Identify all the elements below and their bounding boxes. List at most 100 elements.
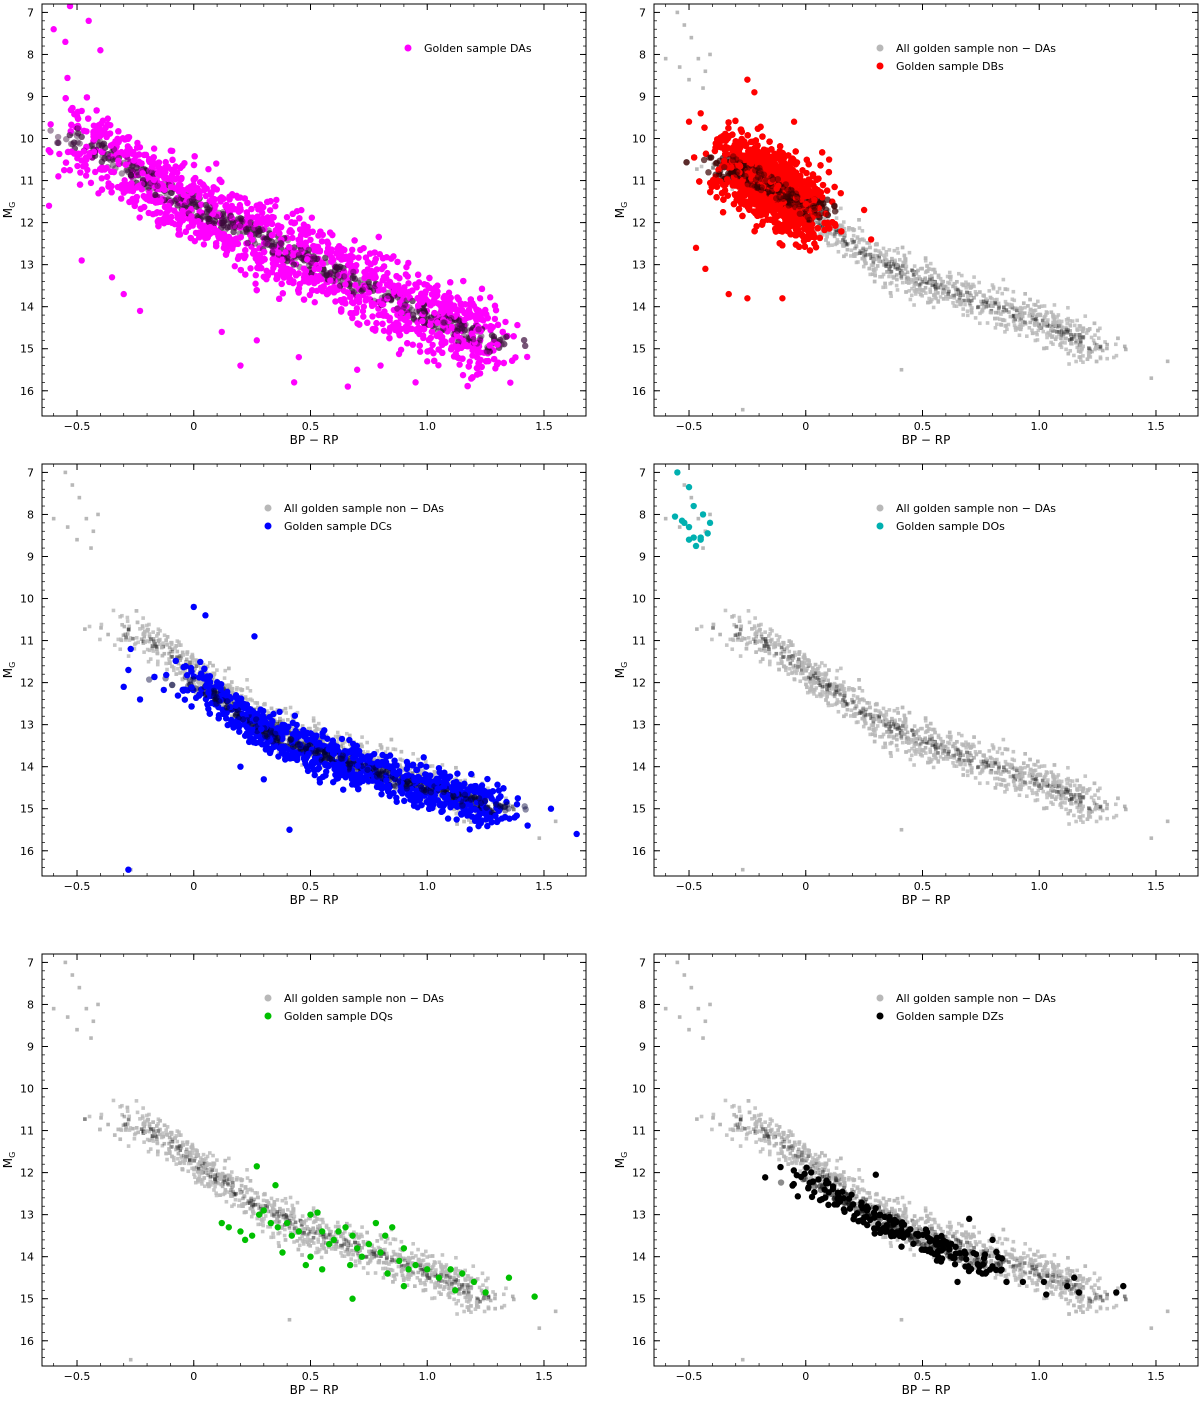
data-point [965,290,969,295]
data-point [995,322,999,327]
data-point [296,215,303,222]
data-point [97,47,104,54]
data-point [1076,338,1081,343]
data-point [862,258,867,262]
data-point [478,285,486,293]
data-point [868,252,873,257]
y-tick-label: 16 [20,385,34,398]
data-point [884,253,889,257]
data-point [298,248,305,256]
data-point [514,321,521,329]
data-point [346,260,354,267]
data-point [1027,325,1032,330]
data-point [263,267,270,275]
data-point [290,261,297,268]
data-point [1011,314,1016,318]
data-point [928,277,932,282]
data-point [1019,311,1024,315]
data-point [218,219,225,227]
data-point [154,182,161,190]
data-point [133,144,141,151]
data-point [307,236,314,244]
data-point [978,321,982,326]
data-point [226,223,234,230]
data-point [923,276,928,281]
data-point [486,294,494,301]
data-point [350,299,357,307]
data-point [1002,305,1006,310]
data-point [337,297,344,304]
data-point [952,293,957,298]
data-point [1008,314,1013,319]
data-point [900,271,905,275]
data-point [331,263,339,270]
data-point [333,271,340,278]
data-point [841,238,845,242]
data-point [999,323,1004,327]
data-point [168,219,176,226]
data-point [1058,323,1063,328]
data-point [888,281,892,286]
data-point [205,206,213,213]
data-point [277,236,285,243]
data-point [371,259,378,266]
data-point [326,272,333,279]
data-point [936,299,941,303]
data-point [955,287,960,292]
data-point [273,257,281,264]
data-point [145,184,152,191]
data-point [108,168,115,175]
y-tick-label: 8 [27,48,34,61]
data-point [945,274,950,279]
data-point [63,135,70,143]
data-point [219,210,227,218]
data-point [884,258,889,263]
data-point [268,242,276,250]
data-point [976,304,981,309]
data-point [204,204,211,211]
data-point [1080,335,1085,340]
data-point [976,305,980,310]
data-point [179,162,186,169]
data-point [969,308,974,312]
data-point [1000,291,1005,296]
data-point [190,176,197,183]
data-point [446,310,454,318]
data-point [1012,316,1017,321]
data-point [439,316,447,324]
data-point [428,291,436,298]
data-point [851,233,856,238]
data-point [433,332,441,340]
data-point [473,371,481,378]
data-point [429,300,437,307]
legend-marker [404,44,412,52]
data-point [458,324,466,332]
data-point [1038,325,1042,330]
data-point [962,298,966,303]
data-point [455,354,462,362]
data-point [1003,287,1008,291]
data-point [933,285,937,289]
data-point [993,300,997,305]
data-point [384,295,391,302]
data-point [428,328,436,335]
data-point [830,243,834,247]
data-point [1079,327,1083,332]
data-point [337,263,344,271]
data-point [409,297,416,305]
data-point [195,194,202,201]
data-point [913,292,918,296]
data-point [939,283,943,288]
data-point [469,374,476,381]
data-point [101,144,109,151]
data-point [817,221,821,225]
data-point [835,238,840,242]
data-point [83,94,91,101]
data-point [68,121,75,129]
data-point [951,293,955,298]
data-point [883,281,887,286]
data-point [521,342,529,350]
data-point [323,249,331,256]
data-point [187,234,194,242]
data-point [272,203,279,210]
